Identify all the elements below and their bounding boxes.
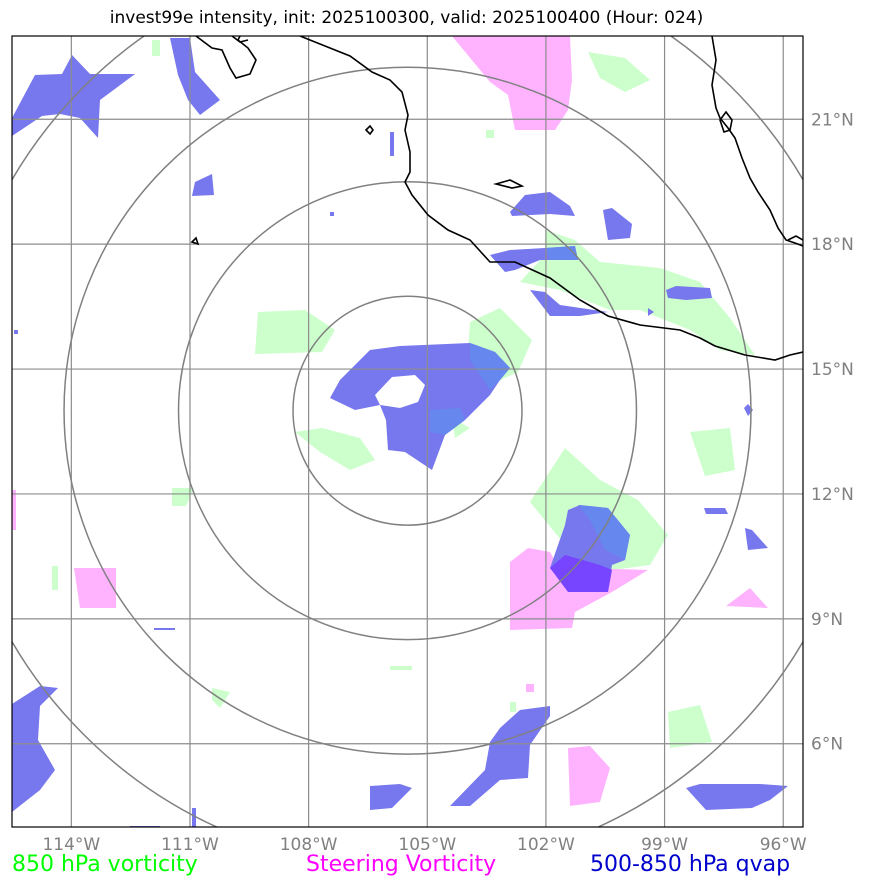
lon-tick-label: 108°W [280,835,338,855]
lat-tick-label: 12°N [811,485,854,505]
lat-tick-label: 6°N [811,735,843,755]
legend-850-vorticity: 850 hPa vorticity [12,852,198,877]
lon-tick-label: 111°W [161,835,219,855]
range-ring [177,180,638,641]
map-title: invest99e intensity, init: 2025100300, v… [109,8,704,28]
range-ring [292,295,523,526]
overlap-fill [430,246,630,592]
lon-tick-label: 102°W [517,835,575,855]
legend-qvap: 500-850 hPa qvap [590,852,791,877]
qvap-fill [12,38,788,827]
lon-tick-label: 114°W [42,835,100,855]
longitude-labels: 114°W 111°W 108°W 105°W 102°W 99°W 96°W [42,835,806,855]
range-ring [63,66,752,755]
lon-tick-label: 99°W [641,835,688,855]
lon-tick-label: 105°W [398,835,456,855]
qvap-hole [375,375,425,408]
gridlines [12,36,803,827]
lat-tick-label: 15°N [811,360,854,380]
lat-tick-label: 9°N [811,610,843,630]
lon-tick-label: 96°W [760,835,807,855]
lat-tick-label: 18°N [811,235,854,255]
latitude-labels: 21°N 18°N 15°N 12°N 9°N 6°N [811,110,854,754]
range-rings [12,36,803,827]
lat-tick-label: 21°N [811,110,854,130]
map-frame [11,35,804,828]
coastline [190,36,803,361]
legend-steering-vorticity: Steering Vorticity [306,852,497,877]
